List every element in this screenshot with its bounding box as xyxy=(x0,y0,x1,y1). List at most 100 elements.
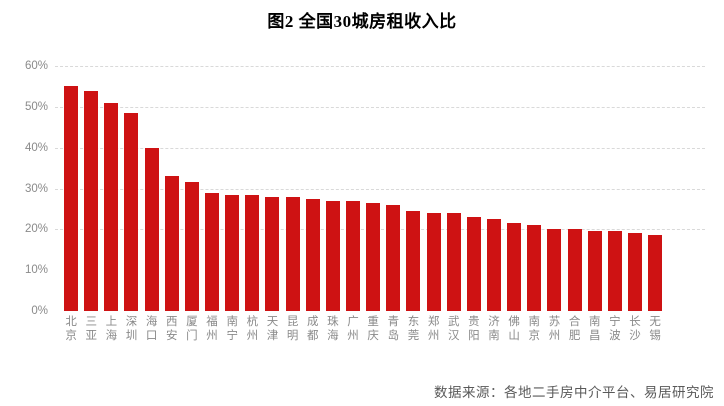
city-name: 福州 xyxy=(206,316,218,342)
x-tick-label: 重庆 xyxy=(363,316,383,344)
x-tick-label: 广州 xyxy=(343,316,363,344)
city-name: 苏州 xyxy=(548,316,561,342)
bar-column xyxy=(424,66,444,311)
bar-三亚 xyxy=(84,90,99,311)
bar-南昌 xyxy=(587,231,602,311)
bar-column xyxy=(444,66,464,311)
y-tick-label: 50% xyxy=(24,100,48,113)
bar-深圳 xyxy=(124,112,139,311)
bar-海口 xyxy=(144,147,159,311)
x-tick-label: 南宁 xyxy=(222,316,242,344)
bar-column xyxy=(565,66,585,311)
bar-东莞 xyxy=(406,210,421,311)
gridline-50 xyxy=(55,106,705,108)
x-tick-label: 苏州 xyxy=(544,316,564,344)
city-name: 海口 xyxy=(145,316,158,342)
city-name: 郑州 xyxy=(427,316,440,342)
x-tick-label: 佛山 xyxy=(504,316,524,344)
bar-column xyxy=(81,66,101,311)
x-tick-label: 南昌 xyxy=(585,316,605,344)
bar-chart: 0% 10% 20% 30% 40% 50% 60% 北京 三亚 上海 深圳 海口 西安 厦门 福州 南宁杭… xyxy=(24,60,705,344)
x-axis-labels: 北京 三亚 上海 深圳 海口 西安 厦门 福州 南宁 杭州 天津 昆明 成都 珠海 广州 重庆 青岛 东莞 郑州 武汉… xyxy=(61,316,665,344)
gridline-40 xyxy=(55,147,705,149)
x-tick-label: 济南 xyxy=(484,316,504,344)
city-name: 厦门 xyxy=(186,316,198,342)
city-name: 宁波 xyxy=(609,316,621,342)
bar-column xyxy=(383,66,403,311)
x-tick-label: 深圳 xyxy=(121,316,141,344)
bar-column xyxy=(645,66,665,311)
city-name: 重庆 xyxy=(367,316,379,342)
bar-宁波 xyxy=(607,231,622,311)
bar-column xyxy=(323,66,343,311)
city-name: 天津 xyxy=(266,316,279,342)
bar-武汉 xyxy=(446,213,461,311)
bar-郑州 xyxy=(426,213,441,311)
bar-column xyxy=(283,66,303,311)
bar-青岛 xyxy=(386,204,401,311)
bars-plot-area xyxy=(61,66,665,311)
y-tick-label: 20% xyxy=(24,223,48,236)
bar-西安 xyxy=(164,176,179,311)
bar-福州 xyxy=(205,192,220,311)
bar-北京 xyxy=(64,86,79,311)
bar-南京 xyxy=(527,225,542,311)
y-tick-label: 60% xyxy=(24,60,48,72)
x-tick-label: 海口 xyxy=(142,316,162,344)
bar-长沙 xyxy=(628,233,642,311)
city-name: 杭州 xyxy=(246,316,259,342)
bar-济南 xyxy=(487,219,502,311)
x-tick-label: 福州 xyxy=(202,316,222,344)
city-name: 无锡 xyxy=(649,316,661,342)
x-tick-label: 东莞 xyxy=(403,316,423,344)
bar-上海 xyxy=(104,102,119,311)
data-source-note: 数据来源：各地二手房中介平台、易居研究院 xyxy=(434,385,714,400)
x-tick-label: 成都 xyxy=(303,316,323,344)
y-tick-label: 0% xyxy=(31,305,48,317)
bar-column xyxy=(524,66,544,311)
bar-column xyxy=(303,66,323,311)
city-name: 东莞 xyxy=(407,316,420,342)
city-name: 南宁 xyxy=(226,316,238,342)
bar-column xyxy=(484,66,504,311)
bar-column xyxy=(142,66,162,311)
bar-合肥 xyxy=(567,229,582,311)
x-tick-label: 昆明 xyxy=(283,316,303,344)
bar-column xyxy=(625,66,645,311)
city-name: 青岛 xyxy=(387,316,400,342)
bar-column xyxy=(464,66,484,311)
gridline-60 xyxy=(55,66,705,67)
city-name: 武汉 xyxy=(447,316,460,342)
x-tick-label: 珠海 xyxy=(323,316,343,344)
bar-昆明 xyxy=(285,196,300,311)
city-name: 上海 xyxy=(105,316,118,342)
bar-column xyxy=(343,66,363,311)
bar-厦门 xyxy=(184,182,199,311)
bar-column xyxy=(182,66,202,311)
city-name: 成都 xyxy=(307,316,319,342)
bar-column xyxy=(504,66,524,311)
city-name: 深圳 xyxy=(125,316,138,342)
bar-天津 xyxy=(265,196,280,311)
bar-column xyxy=(544,66,564,311)
x-tick-label: 青岛 xyxy=(383,316,403,344)
city-name: 北京 xyxy=(65,316,77,342)
city-name: 昆明 xyxy=(286,316,299,342)
city-name: 南昌 xyxy=(588,316,601,342)
x-tick-label: 宁波 xyxy=(605,316,625,344)
x-tick-label: 武汉 xyxy=(444,316,464,344)
bar-column xyxy=(242,66,262,311)
x-tick-label: 郑州 xyxy=(424,316,444,344)
y-tick-label: 10% xyxy=(24,264,48,277)
city-name: 济南 xyxy=(488,316,500,342)
bar-成都 xyxy=(305,198,320,311)
city-name: 南京 xyxy=(528,316,541,342)
city-name: 西安 xyxy=(166,316,178,342)
bar-广州 xyxy=(346,200,361,311)
x-tick-label: 北京 xyxy=(61,316,81,344)
y-tick-label: 40% xyxy=(24,141,48,154)
y-tick-label: 30% xyxy=(24,182,48,195)
bar-column xyxy=(101,66,121,311)
x-tick-label: 南京 xyxy=(524,316,544,344)
